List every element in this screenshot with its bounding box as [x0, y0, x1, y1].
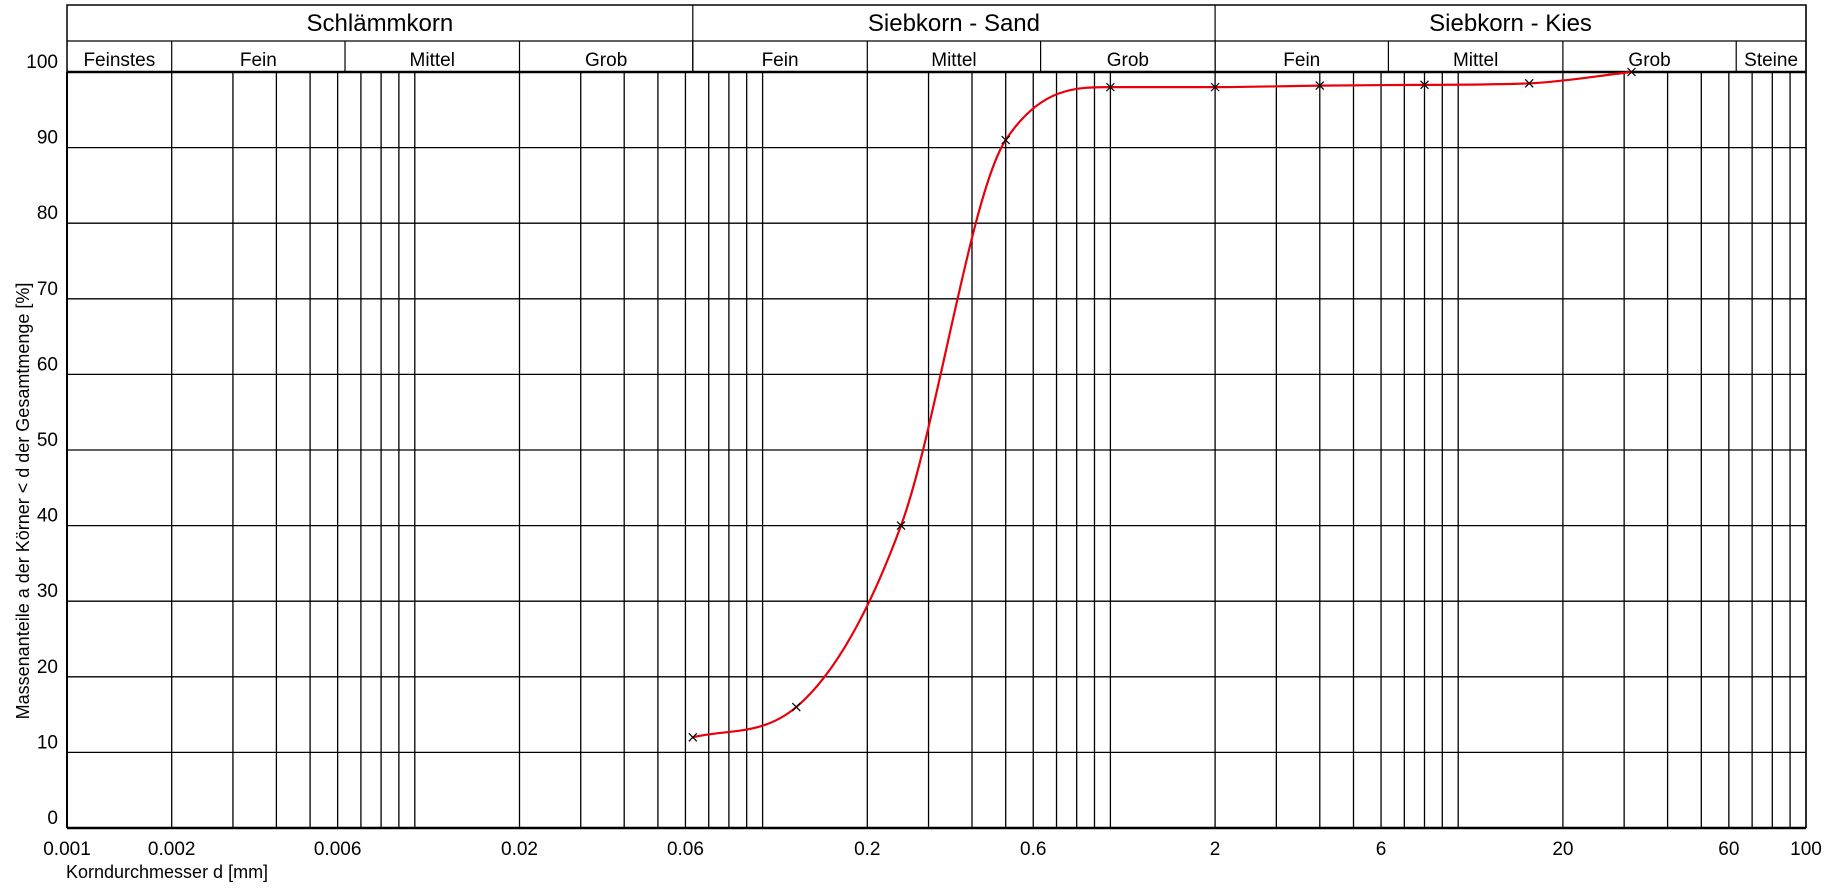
- x-tick-label: 60: [1718, 839, 1739, 860]
- y-tick-label: 80: [37, 203, 58, 224]
- x-axis-title: Korndurchmesser d [mm]: [66, 862, 268, 882]
- data-point-marker: [896, 521, 906, 531]
- marker-stroke: [1315, 81, 1325, 91]
- y-tick-label: 10: [37, 732, 58, 753]
- grid-layer: [66, 71, 1807, 829]
- header-group-label: Schlämmkorn: [307, 10, 454, 37]
- y-tick-label: 100: [26, 52, 58, 73]
- x-tick-label: 0.002: [148, 839, 196, 860]
- x-tick-label: 100: [1790, 839, 1822, 860]
- header-subgroup-label: Mittel: [931, 50, 976, 71]
- data-point-marker: [688, 732, 698, 742]
- header-subgroup-label: Mittel: [1453, 50, 1498, 71]
- header-subgroup-label: Steine: [1744, 50, 1798, 71]
- data-point-marker: [1627, 67, 1636, 77]
- y-tick-label: 90: [37, 128, 58, 149]
- data-point-marker: [1524, 78, 1534, 88]
- y-tick-label: 50: [37, 430, 58, 451]
- data-point-marker: [1315, 81, 1325, 91]
- data-point-marker: [1210, 82, 1220, 92]
- header-group-label: Siebkorn - Sand: [868, 10, 1040, 37]
- x-tick-label: 6: [1376, 839, 1387, 860]
- y-tick-label: 40: [37, 506, 58, 527]
- header-subgroup-label: Mittel: [410, 50, 455, 71]
- x-tick-label: 0.2: [854, 839, 880, 860]
- data-point-marker: [791, 702, 801, 712]
- data-point-marker: [1105, 82, 1115, 92]
- header-group-label: Siebkorn - Kies: [1429, 10, 1592, 37]
- classification-header: Schlämmkorn Siebkorn - Sand Siebkorn - Kie…: [66, 4, 1807, 73]
- x-tick-label: 0.02: [501, 839, 538, 860]
- marker-stroke: [688, 732, 698, 742]
- x-tick-label: 20: [1552, 839, 1573, 860]
- marker-stroke: [1001, 135, 1011, 145]
- data-point-marker: [1420, 80, 1429, 90]
- marker-stroke: [791, 702, 801, 712]
- series-layer: [688, 67, 1636, 742]
- y-tick-label: 20: [37, 657, 58, 678]
- header-subgroup-label: Grob: [1107, 50, 1149, 71]
- x-tick-label: 0.6: [1020, 839, 1046, 860]
- y-tick-label: 60: [37, 354, 58, 375]
- header-subgroup-label: Fein: [1283, 50, 1320, 71]
- y-tick-label: 70: [37, 279, 58, 300]
- header-subgroup-label: Fein: [240, 50, 277, 71]
- header-subgroup-label: Grob: [585, 50, 627, 71]
- sieve-curve: [692, 70, 1632, 739]
- header-subgroup-label: Feinstes: [83, 50, 155, 71]
- y-tick-label: 30: [37, 581, 58, 602]
- x-tick-label: 0.006: [314, 839, 362, 860]
- axes: Korndurchmesser d [mm] Massenanteile a d…: [13, 52, 1822, 882]
- x-tick-label: 0.06: [667, 839, 704, 860]
- marker-stroke: [1210, 82, 1220, 92]
- header-subgroup-label: Fein: [762, 50, 799, 71]
- marker-stroke: [1524, 78, 1534, 88]
- marker-stroke: [896, 521, 906, 531]
- x-tick-label: 2: [1210, 839, 1221, 860]
- marker-stroke: [1105, 82, 1115, 92]
- marker-stroke: [1420, 80, 1429, 90]
- y-tick-label: 0: [47, 808, 58, 829]
- x-tick-label: 0.001: [43, 839, 91, 860]
- marker-stroke: [1627, 67, 1636, 77]
- y-axis-title: Massenanteile a der Körner < d der Gesam…: [13, 283, 33, 720]
- data-point-marker: [1001, 135, 1011, 145]
- header-subgroup-label: Grob: [1628, 50, 1670, 71]
